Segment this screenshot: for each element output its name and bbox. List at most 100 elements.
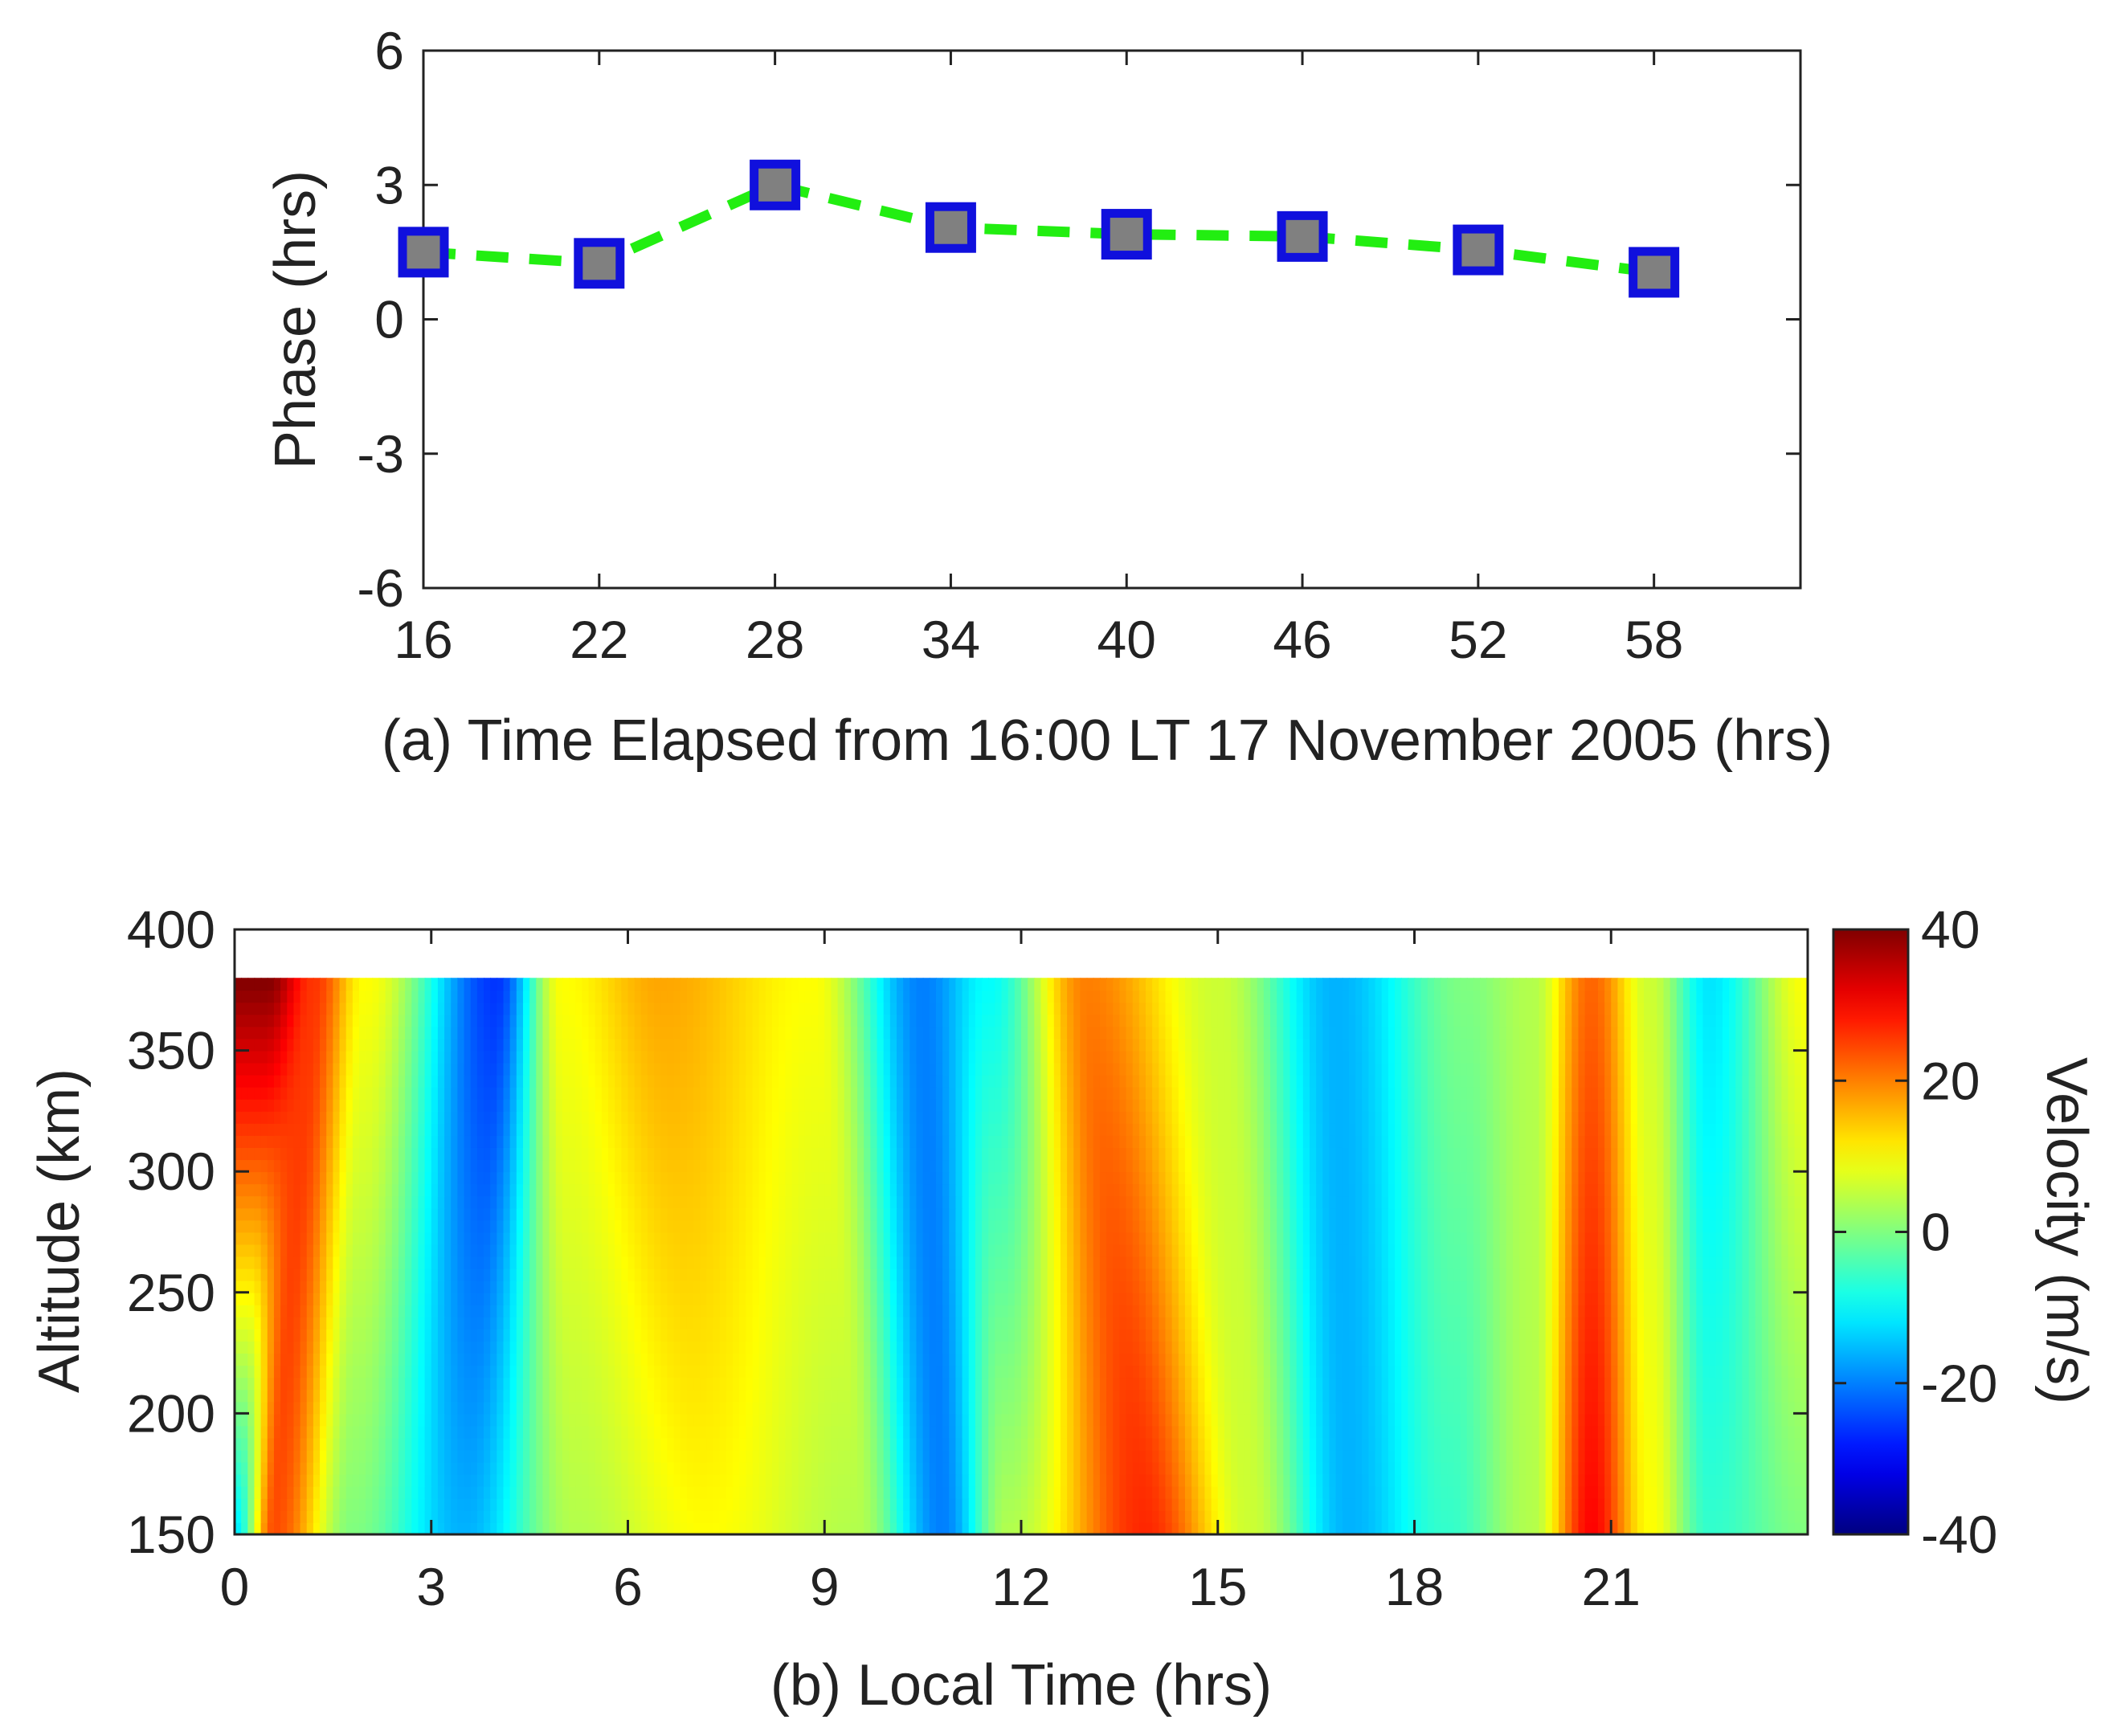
panel-b-heatmap-cell xyxy=(1099,1509,1107,1523)
panel-b-heatmap-cell xyxy=(1106,1389,1114,1403)
panel-b-heatmap-cell xyxy=(260,1341,268,1354)
panel-b-heatmap-cell xyxy=(352,1316,360,1330)
panel-b-heatmap-cell xyxy=(949,1497,957,1511)
panel-b-heatmap-cell xyxy=(1191,1389,1200,1403)
panel-b-heatmap-cell xyxy=(431,1328,439,1342)
panel-b-heatmap-cell xyxy=(864,1497,872,1511)
panel-b-heatmap-cell xyxy=(235,1437,243,1451)
panel-b-heatmap-cell xyxy=(1506,1316,1514,1330)
panel-b-heatmap-cell xyxy=(391,1461,399,1475)
panel-b-heatmap-cell xyxy=(1441,1328,1449,1342)
panel-b-heatmap-cell xyxy=(1604,1304,1612,1317)
panel-b-heatmap-cell xyxy=(320,1341,328,1354)
panel-b-heatmap-cell xyxy=(588,1304,596,1317)
panel-b-heatmap-cell xyxy=(1715,1328,1723,1342)
panel-b-heatmap-cell xyxy=(1211,1437,1219,1451)
panel-b-heatmap-cell xyxy=(1152,1389,1160,1403)
panel-b-heatmap-cell xyxy=(739,1341,747,1354)
panel-b-heatmap-cell xyxy=(1597,1389,1605,1403)
panel-a-data-point xyxy=(1629,247,1680,298)
panel-b-heatmap-cell xyxy=(1381,1449,1389,1463)
panel-b-heatmap-cell xyxy=(1159,1389,1167,1403)
panel-b-heatmap-cell xyxy=(1342,1425,1350,1439)
panel-b-heatmap-cell xyxy=(287,1316,295,1330)
panel-b-heatmap-cell xyxy=(903,1497,911,1511)
panel-b-heatmap-cell xyxy=(673,1292,681,1305)
panel-b-heatmap-cell xyxy=(1073,1292,1081,1305)
panel-b-heatmap-cell xyxy=(844,1509,852,1523)
panel-b-heatmap-cell xyxy=(509,1292,517,1305)
panel-b-heatmap-cell xyxy=(1270,1389,1278,1403)
panel-b-heatmap-cell xyxy=(706,1413,714,1427)
panel-b-heatmap-cell xyxy=(1519,1292,1527,1305)
panel-b-heatmap-cell xyxy=(621,1473,629,1487)
panel-b-heatmap-cell xyxy=(1539,1304,1547,1317)
panel-b-heatmap-cell xyxy=(811,1485,819,1499)
panel-b-heatmap-cell xyxy=(1486,1353,1494,1366)
panel-b-heatmap-cell xyxy=(1597,1425,1605,1439)
panel-b-heatmap-cell xyxy=(1375,1304,1383,1317)
panel-b-heatmap-cell xyxy=(883,1425,891,1439)
panel-b-heatmap-cell xyxy=(1466,1497,1474,1511)
panel-b-heatmap-cell xyxy=(1348,1485,1356,1499)
panel-b-heatmap-cell xyxy=(1244,1449,1252,1463)
panel-b-heatmap-cell xyxy=(1159,1328,1167,1342)
panel-b-heatmap-cell xyxy=(1486,1449,1494,1463)
panel-b-heatmap-cell xyxy=(798,1413,806,1427)
panel-b-heatmap-cell xyxy=(1165,1341,1173,1354)
panel-b-heatmap-cell xyxy=(1040,1413,1048,1427)
panel-b-heatmap-cell xyxy=(883,1497,891,1511)
panel-b-heatmap-cell xyxy=(746,1365,754,1379)
panel-b-heatmap-cell xyxy=(1539,1522,1547,1535)
panel-b-heatmap-cell xyxy=(1296,1353,1304,1366)
panel-b-heatmap-cell xyxy=(1578,1401,1586,1415)
panel-b-heatmap-cell xyxy=(706,1341,714,1354)
panel-b-heatmap-cell xyxy=(1690,1522,1698,1535)
panel-b-heatmap-cell xyxy=(785,1353,793,1366)
panel-b-heatmap-cell xyxy=(1080,1413,1088,1427)
panel-b-heatmap-cell xyxy=(1028,1473,1036,1487)
panel-b-heatmap-cell xyxy=(372,1522,380,1535)
panel-b-heatmap-cell xyxy=(1453,1328,1461,1342)
panel-b-heatmap-cell xyxy=(916,1304,924,1317)
panel-b-heatmap-cell xyxy=(1171,1437,1179,1451)
panel-b-heatmap-cell xyxy=(1086,1401,1094,1415)
panel-b-heatmap-cell xyxy=(1067,1292,1075,1305)
panel-b-heatmap-cell xyxy=(1657,1353,1665,1366)
panel-b-heatmap-cell xyxy=(1748,1341,1756,1354)
panel-b-heatmap-cell xyxy=(509,1341,517,1354)
panel-b-heatmap-cell xyxy=(1414,1485,1422,1499)
panel-b-heatmap-cell xyxy=(1138,1425,1146,1439)
panel-b-heatmap-cell xyxy=(1322,1437,1330,1451)
panel-b-heatmap-cell xyxy=(1768,1449,1776,1463)
panel-a-data-point xyxy=(750,159,801,210)
panel-b-heatmap-cell xyxy=(1427,1425,1435,1439)
panel-b-heatmap-cell xyxy=(293,1497,301,1511)
panel-b-heatmap-cell xyxy=(1611,1401,1619,1415)
panel-b-heatmap-cell xyxy=(713,1497,721,1511)
panel-b-heatmap-cell xyxy=(654,1341,662,1354)
panel-b-heatmap-cell xyxy=(1007,1377,1016,1391)
panel-b-heatmap-cell xyxy=(725,1497,734,1511)
panel-b-heatmap-cell xyxy=(320,1377,328,1391)
panel-b-heatmap-cell xyxy=(536,1341,544,1354)
panel-b-heatmap-cell xyxy=(791,1497,799,1511)
panel-b-heatmap-cell xyxy=(686,1461,694,1475)
panel-b-heatmap-cell xyxy=(1565,1485,1573,1499)
panel-b-heatmap-cell xyxy=(700,1473,708,1487)
panel-b-heatmap-cell xyxy=(922,1461,930,1475)
panel-b-heatmap-cell xyxy=(883,1509,891,1523)
panel-b-heatmap-cell xyxy=(1001,1316,1009,1330)
panel-b-heatmap-cell xyxy=(1453,1316,1461,1330)
panel-b-heatmap-cell xyxy=(824,1461,832,1475)
panel-b-heatmap-cell xyxy=(1558,1353,1567,1366)
panel-b-heatmap-cell xyxy=(555,1365,563,1379)
panel-b-heatmap-cell xyxy=(706,1389,714,1403)
panel-b-heatmap-cell xyxy=(1630,1365,1638,1379)
panel-b-heatmap-cell xyxy=(313,1292,321,1305)
panel-b-heatmap-cell xyxy=(857,1497,865,1511)
panel-b-heatmap-cell xyxy=(1231,1509,1239,1523)
panel-b-heatmap-cell xyxy=(1348,1509,1356,1523)
panel-b-heatmap-cell xyxy=(241,1473,249,1487)
